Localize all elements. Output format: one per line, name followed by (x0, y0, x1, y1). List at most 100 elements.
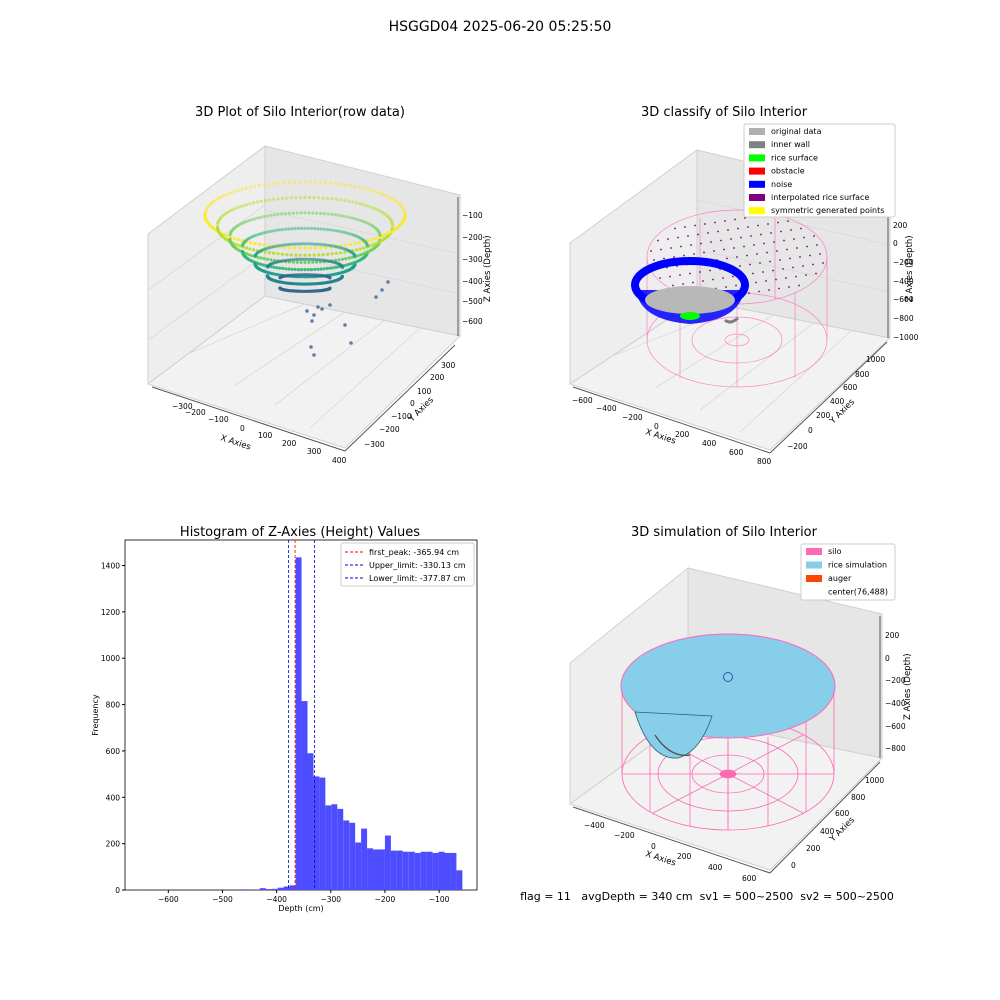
raw-point (287, 242, 292, 246)
raw-point (361, 246, 366, 250)
raw-point (348, 184, 352, 188)
sim-y-tick: 200 (806, 844, 821, 853)
interpolated-point (793, 238, 795, 240)
raw-point (347, 199, 351, 203)
interpolated-point (737, 227, 739, 230)
raw-point (272, 213, 277, 217)
raw-point (291, 211, 295, 215)
interpolated-point (730, 238, 732, 240)
interpolated-point (800, 227, 802, 230)
raw-point (306, 226, 310, 230)
histogram-bar (438, 851, 445, 890)
raw-point (321, 196, 325, 200)
raw-point (299, 260, 303, 264)
interpolated-point (670, 247, 672, 249)
raw-point (247, 218, 251, 223)
sim-y-tick: 400 (820, 827, 835, 836)
interpolated-point (789, 257, 791, 260)
interpolated-point (709, 269, 711, 272)
raw-point (349, 341, 353, 345)
raw-point (291, 260, 295, 264)
interpolated-point (687, 235, 689, 237)
interpolated-point (740, 236, 742, 239)
interpolated-point (769, 260, 771, 263)
histogram-x-label: Depth (cm) (278, 904, 323, 913)
interpolated-point (747, 226, 749, 228)
raw-point (317, 196, 321, 200)
raw-point (310, 319, 314, 323)
raw-z-tick: −200 (462, 233, 483, 242)
raw-point (334, 251, 338, 255)
raw-x-tick: 400 (332, 456, 347, 465)
raw-point (394, 226, 398, 230)
interpolated-point (812, 263, 814, 266)
classify-x-tick: −400 (596, 404, 617, 413)
raw-point (374, 207, 378, 211)
raw-point (321, 253, 325, 257)
raw-point (343, 198, 347, 203)
interpolated-point (816, 244, 818, 246)
raw-point (334, 229, 338, 233)
raw-point (303, 260, 307, 264)
raw-point (358, 202, 362, 206)
noise-ring (631, 257, 749, 324)
raw-point (287, 180, 291, 184)
raw-point (244, 186, 248, 190)
raw-y-tick: −200 (379, 425, 400, 434)
histogram-bar (414, 852, 421, 890)
raw-y-tick: 100 (417, 387, 432, 396)
raw-point (318, 242, 323, 246)
raw-point (330, 252, 334, 256)
histogram-y-tick: 0 (115, 886, 120, 895)
classify-legend-box (743, 123, 896, 218)
interpolated-point (759, 262, 761, 264)
raw-point (215, 225, 220, 229)
raw-point (298, 180, 302, 184)
interpolated-point (724, 220, 726, 222)
raw-point (229, 191, 233, 195)
histogram-bar (265, 889, 272, 890)
raw-y-tick: 0 (410, 399, 415, 408)
raw-point (368, 244, 372, 248)
raw-point (350, 255, 354, 259)
raw-point (227, 209, 231, 214)
histogram-y-tick: 200 (106, 840, 121, 849)
raw-point (266, 230, 270, 234)
raw-point (312, 196, 316, 200)
raw-point (269, 213, 273, 217)
raw-point (222, 232, 226, 236)
histogram-bar (450, 852, 457, 890)
raw-point (240, 187, 244, 191)
rice-surface (620, 633, 836, 759)
histogram-x-tick: −400 (266, 895, 287, 904)
raw-point (378, 233, 382, 237)
raw-point (281, 228, 285, 232)
interpolated-point (760, 233, 762, 236)
legend-swatch (806, 548, 822, 555)
pane-floor (568, 299, 892, 451)
raw-point (293, 227, 297, 231)
interpolated-point (672, 284, 674, 287)
interpolated-point (763, 242, 765, 245)
raw-point (296, 226, 301, 230)
raw-point (308, 246, 312, 250)
raw-z-label: Z Axies (Depth) (483, 235, 493, 302)
histogram-legend-label: first_peak: -365.94 cm (369, 548, 459, 557)
raw-point (374, 190, 378, 194)
raw-point (340, 265, 344, 269)
raw-point (248, 202, 252, 206)
raw-point (225, 192, 229, 196)
legend-swatch (749, 167, 765, 175)
raw-x-tick: −300 (172, 402, 193, 411)
classify-z-label: Z Axies (Depth) (905, 235, 915, 302)
raw-point (386, 280, 390, 284)
panel-raw-title: 3D Plot of Silo Interior(row data) (195, 105, 405, 120)
histogram-bars (140, 557, 463, 890)
raw-point (298, 195, 302, 200)
interpolated-point (680, 245, 682, 248)
histogram-x-tick: −500 (212, 895, 233, 904)
raw-point (300, 226, 304, 230)
raw-point (353, 242, 357, 246)
raw-point (333, 213, 338, 217)
raw-point (264, 230, 268, 234)
